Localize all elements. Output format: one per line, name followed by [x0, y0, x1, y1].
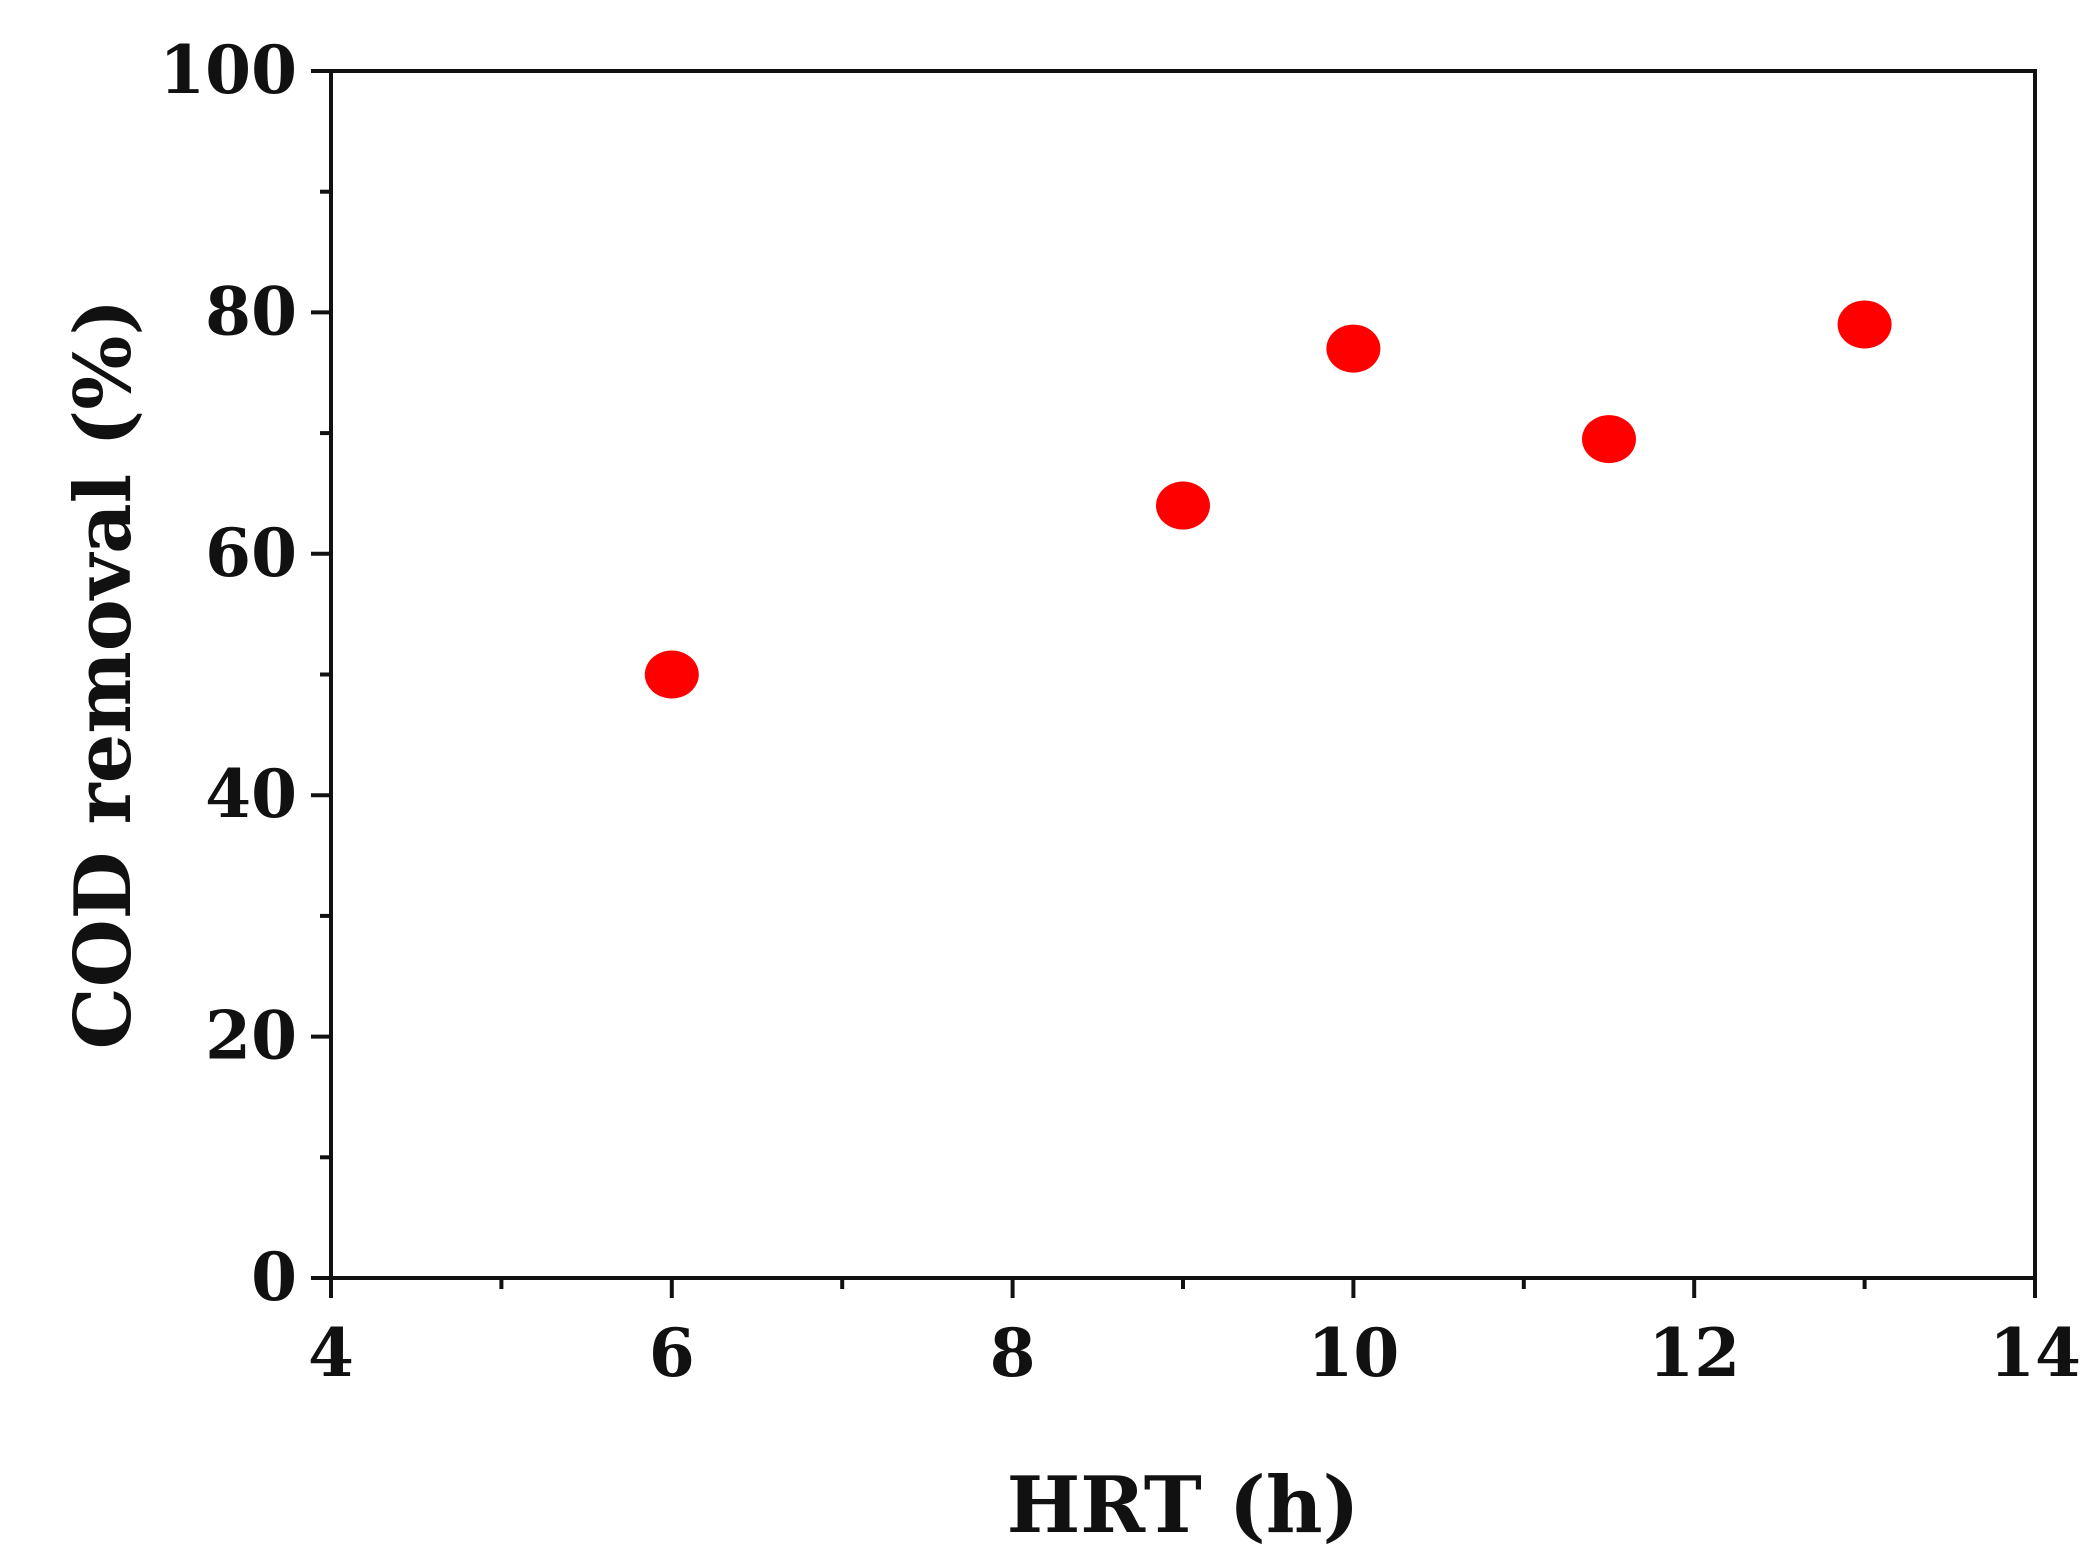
x-tick-label: 10	[1307, 1314, 1399, 1392]
data-point	[1156, 481, 1210, 530]
data-point	[1326, 324, 1381, 373]
data-series	[644, 300, 1892, 699]
plot-frame	[329, 69, 2037, 1280]
x-tick-label: 4	[308, 1314, 354, 1392]
y-tick-label: 60	[205, 514, 297, 592]
data-point	[1837, 300, 1892, 349]
x-tick-label: 8	[990, 1314, 1036, 1392]
x-tick-label: 14	[1989, 1314, 2081, 1392]
y-tick-label: 80	[205, 272, 297, 350]
data-point	[1582, 415, 1636, 464]
y-axis-title: COD removal (%)	[58, 299, 149, 1050]
x-tick-label: 6	[649, 1314, 695, 1392]
y-tick-label: 20	[205, 997, 297, 1075]
data-point	[644, 650, 699, 699]
x-tick-label: 12	[1648, 1314, 1740, 1392]
x-axis-title: HRT (h)	[1007, 1460, 1360, 1551]
y-tick-label: 0	[251, 1238, 297, 1316]
y-axis: 0 20 40 60 80 100	[159, 31, 331, 1316]
y-tick-label: 40	[205, 755, 297, 833]
x-axis: 4 6 8 10 12 14	[308, 1278, 2081, 1392]
y-tick-label: 100	[159, 31, 297, 109]
